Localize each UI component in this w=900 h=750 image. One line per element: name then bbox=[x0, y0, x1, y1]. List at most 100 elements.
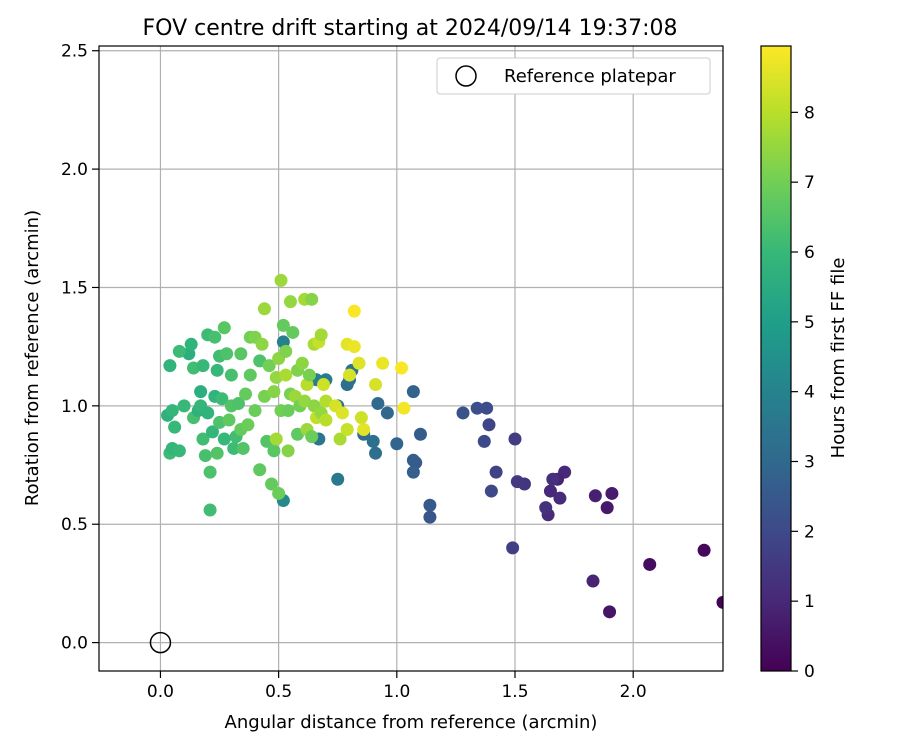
colorbar-tick-label: 4 bbox=[804, 383, 815, 403]
x-tick-label: 2.0 bbox=[620, 682, 647, 702]
colorbar-tick-label: 8 bbox=[804, 103, 815, 123]
legend-label: Reference platepar bbox=[504, 66, 676, 87]
data-point bbox=[215, 392, 229, 406]
data-point bbox=[456, 406, 470, 420]
colorbar-tick-label: 6 bbox=[804, 243, 815, 263]
colorbar: 0 1 2 3 4 5 6 7 8 Hours from first FF file bbox=[760, 45, 849, 682]
data-point bbox=[406, 453, 420, 467]
data-point bbox=[274, 273, 288, 287]
data-point bbox=[343, 368, 357, 382]
data-point bbox=[317, 378, 331, 392]
data-point bbox=[605, 486, 619, 500]
data-point bbox=[220, 347, 234, 361]
data-point bbox=[267, 444, 281, 458]
colorbar-tick-label: 1 bbox=[804, 592, 815, 612]
data-point bbox=[543, 484, 557, 498]
data-point bbox=[210, 363, 224, 377]
data-point bbox=[331, 472, 345, 486]
data-point bbox=[470, 401, 484, 415]
data-point bbox=[314, 328, 328, 342]
reference-platepar-point bbox=[149, 631, 172, 654]
data-point bbox=[406, 385, 420, 399]
data-point bbox=[369, 446, 383, 460]
colorbar-tick-label: 7 bbox=[804, 173, 815, 193]
data-point bbox=[227, 441, 241, 455]
data-point bbox=[643, 557, 657, 571]
data-point bbox=[603, 605, 617, 619]
data-point bbox=[716, 595, 723, 609]
data-point bbox=[163, 359, 177, 373]
data-point bbox=[234, 347, 248, 361]
data-point bbox=[510, 475, 524, 489]
data-point bbox=[168, 420, 182, 434]
data-point bbox=[196, 432, 210, 446]
data-point bbox=[357, 423, 371, 437]
plot-frame bbox=[98, 45, 724, 672]
y-tick-label: 2.0 bbox=[61, 160, 88, 180]
x-tick-label: 0.5 bbox=[265, 682, 292, 702]
data-point bbox=[203, 503, 217, 517]
data-point bbox=[369, 378, 383, 392]
data-point bbox=[248, 404, 262, 418]
data-point bbox=[224, 368, 238, 382]
data-point bbox=[231, 396, 245, 410]
data-point bbox=[253, 463, 267, 477]
y-axis-label: Rotation from reference (arcmin) bbox=[22, 210, 43, 506]
data-point bbox=[276, 318, 290, 332]
legend-box bbox=[436, 57, 711, 95]
data-point bbox=[281, 444, 295, 458]
data-point bbox=[489, 465, 503, 479]
chart-title: FOV centre drift starting at 2024/09/14 … bbox=[143, 16, 678, 41]
data-point bbox=[484, 484, 498, 498]
colorbar-tick-label: 2 bbox=[804, 522, 815, 542]
data-point bbox=[406, 465, 420, 479]
data-point bbox=[333, 432, 347, 446]
grid bbox=[99, 46, 723, 671]
y-tick-label: 1.0 bbox=[61, 397, 88, 417]
data-point bbox=[257, 302, 271, 316]
data-point bbox=[413, 427, 427, 441]
data-point bbox=[269, 432, 283, 446]
data-point bbox=[217, 321, 231, 335]
data-point bbox=[222, 413, 236, 427]
data-point bbox=[376, 356, 390, 370]
x-tick-label: 1.5 bbox=[501, 682, 528, 702]
data-point bbox=[236, 441, 250, 455]
data-point bbox=[347, 304, 361, 318]
y-tick-label: 0.0 bbox=[61, 634, 88, 654]
colorbar-label: Hours from first FF file bbox=[828, 258, 849, 459]
data-point bbox=[265, 477, 279, 491]
data-point bbox=[198, 449, 212, 463]
data-point bbox=[553, 491, 567, 505]
data-point bbox=[539, 501, 553, 515]
data-point bbox=[203, 465, 217, 479]
data-point bbox=[319, 413, 333, 427]
data-point bbox=[172, 344, 186, 358]
data-point bbox=[286, 325, 300, 339]
data-point bbox=[201, 406, 215, 420]
data-point bbox=[380, 406, 394, 420]
y-tick-label: 2.5 bbox=[61, 42, 88, 62]
colorbar-tick-label: 3 bbox=[804, 453, 815, 473]
data-point bbox=[586, 574, 600, 588]
colorbar-ticks: 0 1 2 3 4 5 6 7 8 bbox=[791, 103, 815, 682]
colorbar-tick-label: 0 bbox=[804, 662, 815, 682]
data-point bbox=[177, 399, 191, 413]
reference-marker bbox=[149, 631, 172, 654]
data-point bbox=[588, 489, 602, 503]
points-layer bbox=[161, 273, 723, 619]
data-point bbox=[480, 401, 494, 415]
data-point bbox=[172, 444, 186, 458]
y-axis: 0.0 0.5 1.0 1.5 2.0 2.5 bbox=[61, 42, 99, 654]
data-point bbox=[546, 472, 560, 486]
data-point bbox=[352, 356, 366, 370]
data-point bbox=[184, 337, 198, 351]
data-point bbox=[371, 396, 385, 410]
data-point bbox=[279, 368, 293, 382]
data-point bbox=[366, 434, 380, 448]
y-tick-label: 1.5 bbox=[61, 278, 88, 298]
data-point bbox=[255, 337, 269, 351]
data-point bbox=[302, 368, 316, 382]
data-point bbox=[283, 295, 297, 309]
data-point bbox=[205, 425, 219, 439]
